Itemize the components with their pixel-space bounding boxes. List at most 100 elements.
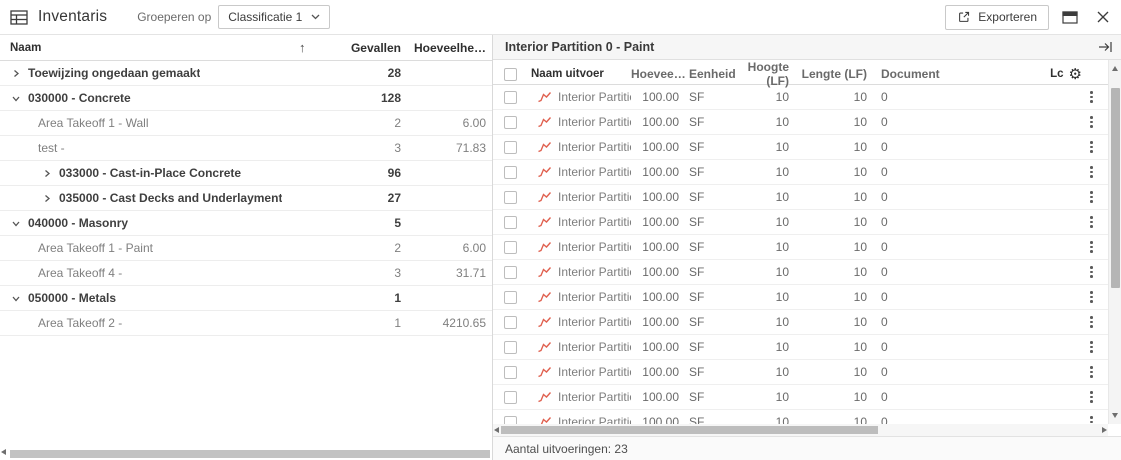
output-row-quantity: 100.00 <box>642 265 679 279</box>
column-header-hoeveelheid[interactable]: Hoeveelhe… <box>413 40 486 55</box>
collapse-panel-right-icon[interactable] <box>1098 41 1113 53</box>
column-header-naam-uitvoer[interactable]: Naam uitvoer <box>531 68 604 80</box>
output-row: Interior Partition … 100.00 SF 10 10 0 <box>493 135 1108 160</box>
column-header-gevallen[interactable]: Gevallen <box>350 40 401 55</box>
kebab-menu-icon[interactable] <box>1088 239 1095 255</box>
chevron-right-icon[interactable] <box>10 294 28 303</box>
output-row-length: 10 <box>853 290 867 304</box>
row-checkbox[interactable] <box>503 165 517 179</box>
kebab-menu-icon[interactable] <box>1088 214 1095 230</box>
close-button[interactable] <box>1091 5 1115 29</box>
column-header-hoogte[interactable]: Hoogte (LF) <box>747 60 789 88</box>
output-row-length: 10 <box>853 315 867 329</box>
row-checkbox[interactable] <box>503 140 517 154</box>
tree-row[interactable]: Area Takeoff 2 - 1 4210.65 <box>0 311 492 336</box>
chevron-right-icon[interactable] <box>10 219 28 228</box>
tree-row[interactable]: 050000 - Metals 1 <box>0 286 492 311</box>
scroll-left-arrow[interactable] <box>1 449 6 455</box>
select-all-checkbox[interactable] <box>503 67 517 81</box>
horizontal-scrollbar-left-panel[interactable] <box>0 449 492 459</box>
kebab-menu-icon[interactable] <box>1088 89 1095 105</box>
scroll-down-arrow[interactable] <box>1112 413 1118 418</box>
tree-row[interactable]: 035000 - Cast Decks and Underlayment 27 <box>0 186 492 211</box>
output-row-document: 0 <box>881 265 888 279</box>
tree-row[interactable]: 040000 - Masonry 5 <box>0 211 492 236</box>
row-checkbox[interactable] <box>503 90 517 104</box>
vertical-scrollbar[interactable] <box>1108 60 1121 424</box>
output-row-name: Interior Partition … <box>558 240 631 254</box>
row-checkbox[interactable] <box>503 290 517 304</box>
column-header-document[interactable]: Document <box>881 67 940 81</box>
table-icon <box>10 9 28 25</box>
outputs-table-header: Naam uitvoer Hoevee… Eenheid Hoogte (LF)… <box>493 60 1108 88</box>
dock-panel-icon <box>1062 10 1078 24</box>
tree-row-count: 3 <box>394 141 401 155</box>
kebab-menu-icon[interactable] <box>1088 314 1095 330</box>
column-header-eenheid[interactable]: Eenheid <box>689 67 736 81</box>
column-header-locatie[interactable]: Lc <box>1050 68 1064 80</box>
tree-row[interactable]: Area Takeoff 1 - Paint 2 6.00 <box>0 236 492 261</box>
output-row: Interior Partition … 100.00 SF 10 10 0 <box>493 285 1108 310</box>
kebab-menu-icon[interactable] <box>1088 264 1095 280</box>
scroll-left-arrow[interactable] <box>494 427 499 433</box>
chevron-right-icon[interactable] <box>10 69 28 78</box>
gear-icon[interactable]: ⚙ <box>1068 65 1082 83</box>
output-row-unit: SF <box>689 290 705 304</box>
row-checkbox[interactable] <box>503 240 517 254</box>
output-row-document: 0 <box>881 390 888 404</box>
kebab-menu-icon[interactable] <box>1088 339 1095 355</box>
row-checkbox[interactable] <box>503 315 517 329</box>
kebab-menu-icon[interactable] <box>1088 114 1095 130</box>
output-row-height: 10 <box>775 90 789 104</box>
tree-row[interactable]: Area Takeoff 4 - 3 31.71 <box>0 261 492 286</box>
kebab-menu-icon[interactable] <box>1088 189 1095 205</box>
kebab-menu-icon[interactable] <box>1088 289 1095 305</box>
tree-row[interactable]: 030000 - Concrete 128 <box>0 86 492 111</box>
chevron-right-icon[interactable] <box>10 94 28 103</box>
row-checkbox[interactable] <box>503 340 517 354</box>
row-checkbox[interactable] <box>503 390 517 404</box>
outputs-table-body: Interior Partition … 100.00 SF 10 10 0 <box>493 85 1108 424</box>
row-checkbox[interactable] <box>503 215 517 229</box>
tree-row[interactable]: test - 3 71.83 <box>0 136 492 161</box>
tree-row-quantity: 6.00 <box>462 241 486 255</box>
tree-row[interactable]: Toewijzing ongedaan gemaakt 28 <box>0 61 492 86</box>
output-row-document: 0 <box>881 140 888 154</box>
sort-ascending-icon[interactable]: ↑ <box>299 40 306 55</box>
row-checkbox[interactable] <box>503 415 517 424</box>
row-checkbox[interactable] <box>503 265 517 279</box>
kebab-menu-icon[interactable] <box>1088 414 1095 424</box>
dock-panel-button[interactable] <box>1058 5 1082 29</box>
output-row: Interior Partition … 100.00 SF 10 10 0 <box>493 210 1108 235</box>
kebab-menu-icon[interactable] <box>1088 364 1095 380</box>
scroll-right-arrow[interactable] <box>1102 427 1107 433</box>
scroll-up-arrow[interactable] <box>1112 66 1118 71</box>
scrollbar-thumb[interactable] <box>10 450 490 458</box>
output-row-height: 10 <box>775 415 789 424</box>
horizontal-scrollbar-outputs[interactable] <box>493 424 1108 436</box>
classification-dropdown[interactable]: Classificatie 1 <box>218 5 331 29</box>
row-checkbox[interactable] <box>503 365 517 379</box>
kebab-menu-icon[interactable] <box>1088 139 1095 155</box>
chevron-right-icon[interactable] <box>41 169 59 178</box>
output-row: Interior Partition … 100.00 SF 10 10 0 <box>493 310 1108 335</box>
scrollbar-thumb[interactable] <box>501 426 878 434</box>
tree-row[interactable]: Area Takeoff 1 - Wall 2 6.00 <box>0 111 492 136</box>
row-checkbox[interactable] <box>503 190 517 204</box>
column-header-lengte[interactable]: Lengte (LF) <box>801 67 867 81</box>
scrollbar-thumb[interactable] <box>1111 88 1120 288</box>
kebab-menu-icon[interactable] <box>1088 164 1095 180</box>
output-row-document: 0 <box>881 290 888 304</box>
tree-row-count: 96 <box>387 166 401 180</box>
output-row-height: 10 <box>775 190 789 204</box>
chevron-down-icon <box>311 14 320 20</box>
chevron-right-icon[interactable] <box>41 194 59 203</box>
export-button[interactable]: Exporteren <box>945 4 1049 30</box>
row-checkbox[interactable] <box>503 115 517 129</box>
tree-row-label: 030000 - Concrete <box>28 91 131 105</box>
tree-row[interactable]: 033000 - Cast-in-Place Concrete 96 <box>0 161 492 186</box>
output-row-document: 0 <box>881 115 888 129</box>
column-header-naam[interactable]: Naam <box>10 41 42 54</box>
column-header-hoeveelheid[interactable]: Hoevee… <box>631 67 686 81</box>
kebab-menu-icon[interactable] <box>1088 389 1095 405</box>
